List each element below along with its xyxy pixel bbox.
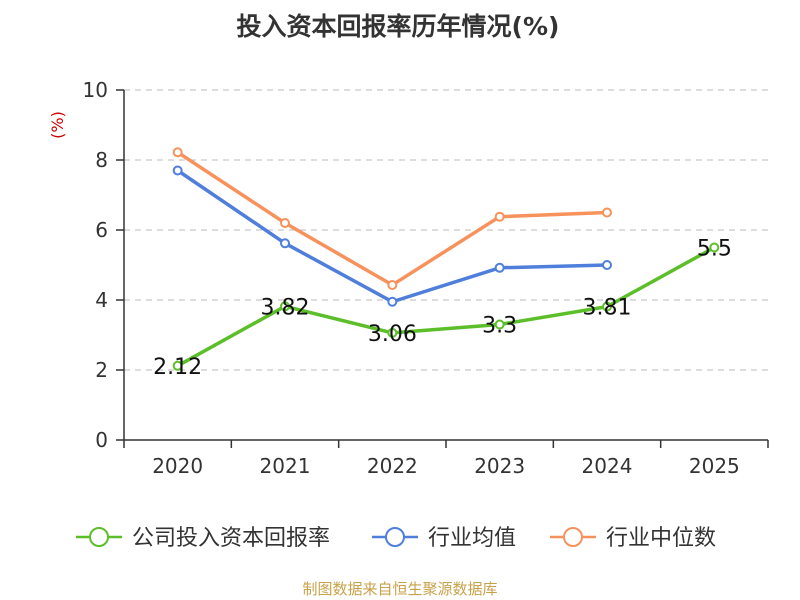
data-point[interactable] (280, 218, 290, 228)
data-label: 2.12 (153, 355, 202, 380)
data-label: 3.82 (261, 295, 310, 320)
legend-marker (89, 527, 109, 547)
data-point[interactable] (280, 301, 290, 312)
y-tick-label: 8 (95, 148, 108, 172)
data-point[interactable] (387, 327, 398, 338)
legend-label: 行业均值 (428, 526, 516, 551)
legend-marker (385, 527, 405, 547)
data-label: 3.3 (482, 314, 517, 339)
legend[interactable]: 公司投入资本回报率 行业均值 行业中位数 (76, 526, 716, 551)
series-1 (172, 165, 612, 307)
data-point[interactable] (494, 319, 505, 330)
data-point[interactable] (387, 296, 398, 307)
chart-title: 投入资本回报率历年情况(%) (237, 12, 560, 41)
x-tick-label: 2023 (474, 454, 525, 478)
legend-item[interactable]: 行业中位数 (550, 526, 716, 551)
legend-marker (563, 527, 583, 547)
data-label: 5.5 (697, 237, 732, 262)
data-point[interactable] (387, 279, 398, 290)
x-tick-label: 2020 (152, 454, 203, 478)
data-labels: 2.12 3.82 3.06 3.3 3.81 5.5 (153, 237, 732, 380)
legend-label: 公司投入资本回报率 (132, 526, 330, 551)
axes (123, 90, 768, 441)
data-point[interactable] (172, 165, 183, 176)
data-point[interactable] (280, 238, 290, 249)
data-point[interactable] (602, 207, 612, 218)
y-axis-ticks: 0 2 4 6 8 10 (83, 78, 124, 452)
data-label: 3.06 (368, 322, 417, 347)
data-point[interactable] (494, 211, 505, 222)
y-tick-label: 2 (95, 358, 108, 382)
y-tick-label: 10 (83, 78, 108, 102)
series-2 (172, 147, 612, 290)
series-line (176, 245, 716, 368)
data-point[interactable] (602, 301, 612, 312)
legend-label: 行业中位数 (606, 526, 716, 551)
data-label: 3.81 (583, 296, 632, 321)
data-point[interactable] (709, 242, 720, 253)
x-axis-ticks: 2020 2021 2022 2023 2024 2025 (123, 440, 769, 478)
series-lines (172, 147, 720, 371)
series-0 (172, 242, 720, 371)
data-point[interactable] (172, 147, 183, 158)
x-tick-label: 2021 (260, 454, 311, 478)
y-tick-label: 4 (95, 288, 108, 312)
x-tick-label: 2024 (582, 454, 633, 478)
legend-item[interactable]: 行业均值 (372, 526, 516, 551)
y-tick-label: 6 (95, 218, 108, 242)
x-tick-label: 2022 (367, 454, 418, 478)
y-axis-unit-label: (%) (48, 111, 67, 139)
gridlines (124, 89, 768, 371)
source-note: 制图数据来自恒生聚源数据库 (302, 580, 497, 598)
data-point[interactable] (172, 360, 183, 371)
data-point[interactable] (602, 260, 612, 270)
data-point[interactable] (494, 262, 505, 273)
y-tick-label: 0 (95, 428, 108, 452)
legend-item[interactable]: 公司投入资本回报率 (76, 526, 330, 551)
x-tick-label: 2025 (689, 454, 740, 478)
